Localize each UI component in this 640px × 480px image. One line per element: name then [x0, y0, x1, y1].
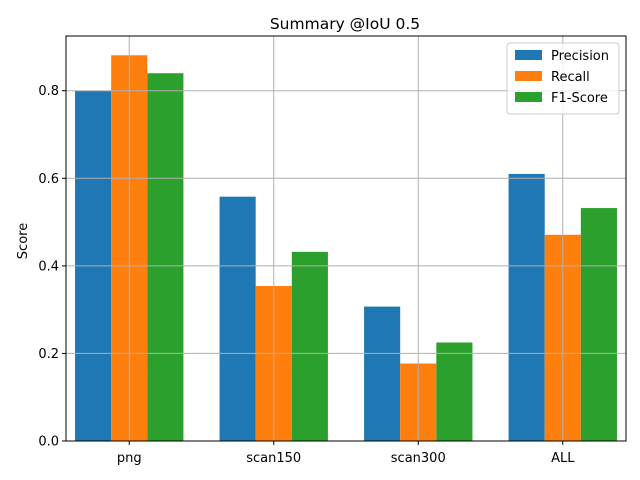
y-tick-label: 0.2: [38, 347, 59, 362]
y-axis-label: Score: [16, 223, 31, 259]
x-tick-label: scan150: [246, 451, 301, 466]
x-tick-label: png: [117, 451, 142, 466]
bar-f1-score-png: [147, 73, 184, 441]
bar-f1-score-all: [580, 208, 617, 441]
legend-swatch-f1-score: [515, 92, 542, 102]
plot-frame: [65, 35, 627, 442]
x-tick-label: scan300: [391, 451, 446, 466]
axes: 0.0 0.2 0.4 0.6 0.8 png scan150 scan300 ALL: [38, 35, 627, 466]
y-tick-label: 0.8: [38, 84, 59, 99]
y-tick-label: 0.0: [38, 435, 59, 450]
x-tick-label: ALL: [551, 451, 575, 466]
bar-f1-score-scan300: [436, 342, 473, 441]
legend: Precision Recall F1-Score: [506, 42, 620, 115]
y-tick-label: 0.6: [38, 172, 59, 187]
bar-precision-scan300: [364, 306, 401, 441]
legend-label-precision: Precision: [551, 49, 609, 64]
bar-precision-scan150: [219, 196, 256, 441]
legend-swatch-precision: [515, 50, 542, 60]
legend-swatch-recall: [515, 71, 542, 81]
y-tick-label: 0.4: [38, 259, 59, 274]
bar-f1-score-scan150: [291, 251, 328, 441]
bar-precision-all: [508, 173, 545, 441]
legend-label-recall: Recall: [551, 70, 590, 85]
legend-label-f1-score: F1-Score: [551, 91, 608, 106]
chart-title: Summary @IoU 0.5: [270, 15, 420, 33]
